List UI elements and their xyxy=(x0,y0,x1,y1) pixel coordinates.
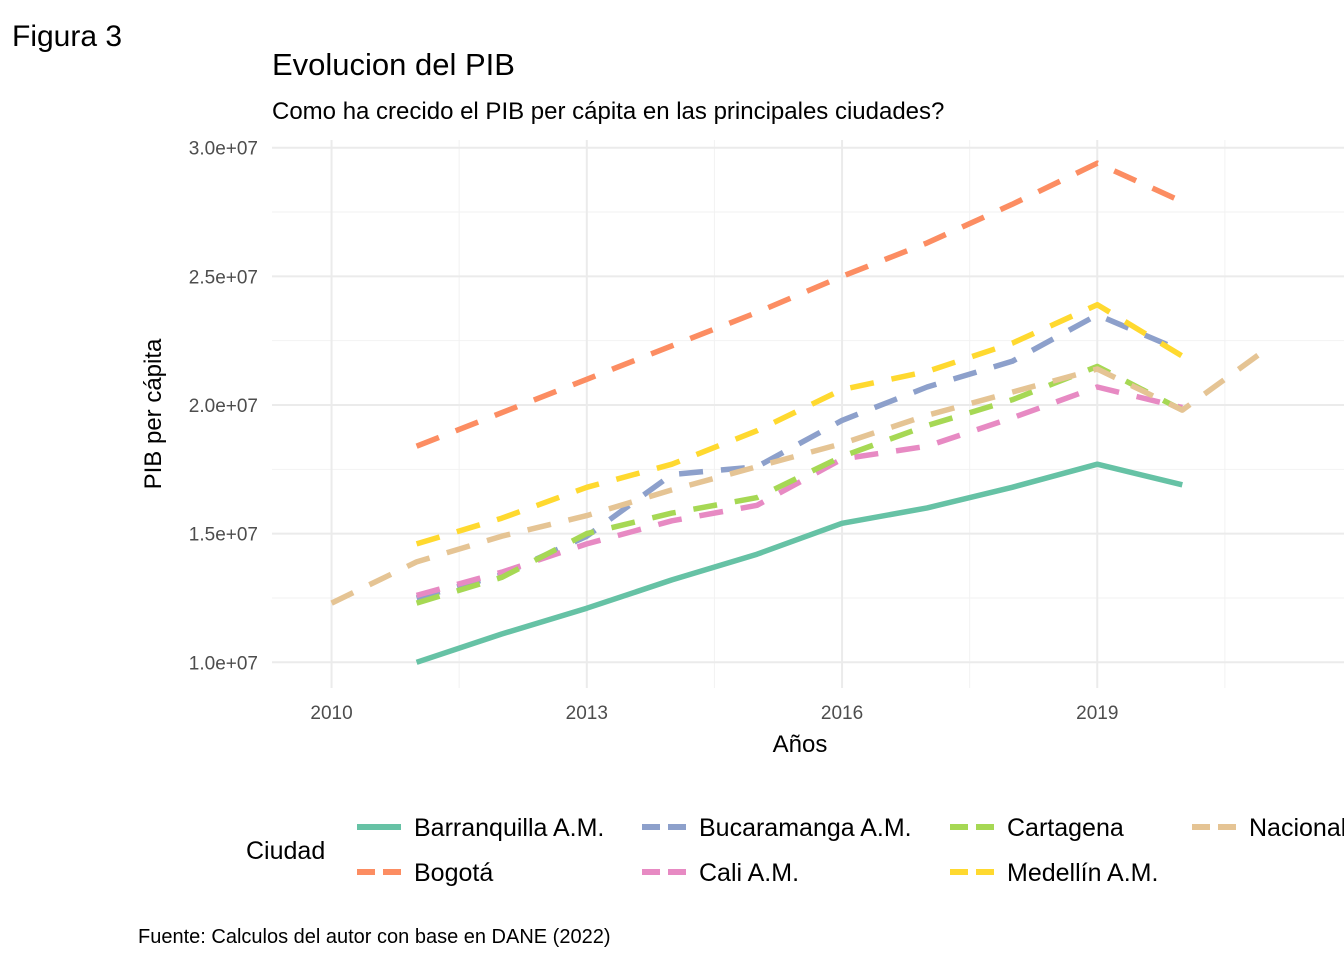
y-tick-label: 2.0e+07 xyxy=(189,396,258,417)
x-tick-label: 2010 xyxy=(310,703,352,724)
major-gridlines xyxy=(272,140,1344,688)
x-tick-label: 2019 xyxy=(1076,703,1118,724)
legend-item: Bogotá xyxy=(357,859,493,887)
legend-title: Ciudad xyxy=(246,837,325,865)
minor-gridlines xyxy=(272,140,1344,688)
source-caption: Fuente: Calculos del autor con base en D… xyxy=(138,926,611,948)
series-line-nacional xyxy=(330,346,1270,606)
x-tick-label: 2013 xyxy=(566,703,608,724)
legend-item: Barranquilla A.M. xyxy=(357,814,604,842)
legend-label: Bogotá xyxy=(414,859,493,887)
y-tick-label: 1.5e+07 xyxy=(189,525,258,546)
legend-label: Cartagena xyxy=(1007,814,1124,842)
chart-title: Evolucion del PIB xyxy=(272,47,515,82)
y-tick-label: 2.5e+07 xyxy=(189,267,258,288)
legend-item: Medellín A.M. xyxy=(950,859,1158,887)
series-line-medell-n-a-m- xyxy=(415,301,1184,547)
series-line-bucaramanga-a-m- xyxy=(415,312,1184,601)
figure-label: Figura 3 xyxy=(12,20,122,53)
y-tick-label: 1.0e+07 xyxy=(189,653,258,674)
y-axis-tick-labels: 1.0e+07 1.5e+07 2.0e+07 2.5e+07 3.0e+07 xyxy=(189,139,258,675)
legend-items: Barranquilla A.M. Bogotá Bucaramanga A.M. C… xyxy=(357,814,1344,887)
chart-subtitle: Como ha crecido el PIB per cápita en las… xyxy=(272,98,944,125)
legend-label: Medellín A.M. xyxy=(1007,859,1158,887)
legend-label: Barranquilla A.M. xyxy=(414,814,604,842)
x-axis-label: Años xyxy=(773,731,828,758)
x-axis-tick-labels: 2010 2013 2016 2019 xyxy=(310,703,1118,724)
legend-item: Cartagena xyxy=(950,814,1124,842)
legend-item: Cali A.M. xyxy=(642,859,799,887)
legend-label: Nacional xyxy=(1249,814,1344,842)
legend-item: Nacional xyxy=(1192,814,1344,842)
y-tick-label: 3.0e+07 xyxy=(189,139,258,160)
series-lines xyxy=(330,160,1270,665)
legend-label: Cali A.M. xyxy=(699,859,799,887)
legend-item: Bucaramanga A.M. xyxy=(642,814,912,842)
x-tick-label: 2016 xyxy=(821,703,863,724)
series-line-bogot- xyxy=(415,160,1184,449)
legend: Ciudad Barranquilla A.M. Bogotá Bucaramang… xyxy=(246,814,1344,887)
y-axis-label: PIB per cápita xyxy=(140,338,167,489)
legend-label: Bucaramanga A.M. xyxy=(699,814,912,842)
series-line-cali-a-m- xyxy=(415,384,1183,599)
series-line-barranquilla-a-m- xyxy=(415,461,1183,665)
